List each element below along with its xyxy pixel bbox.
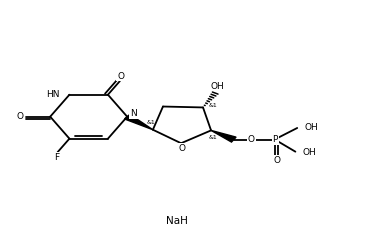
Text: &1: &1 bbox=[209, 135, 217, 140]
Text: &1: &1 bbox=[147, 120, 155, 125]
Text: F: F bbox=[54, 153, 59, 162]
Text: P: P bbox=[273, 135, 278, 144]
Text: O: O bbox=[16, 112, 23, 121]
Text: N: N bbox=[130, 109, 137, 118]
Text: OH: OH bbox=[305, 123, 318, 132]
Text: OH: OH bbox=[211, 82, 224, 91]
Text: OH: OH bbox=[303, 148, 316, 157]
Polygon shape bbox=[124, 114, 153, 130]
Text: &1: &1 bbox=[208, 104, 217, 108]
Text: O: O bbox=[178, 144, 185, 153]
Text: O: O bbox=[117, 72, 124, 81]
Text: NaH: NaH bbox=[166, 216, 188, 226]
Text: O: O bbox=[248, 135, 255, 144]
Text: HN: HN bbox=[46, 90, 59, 99]
Text: O: O bbox=[274, 156, 281, 165]
Polygon shape bbox=[211, 130, 236, 142]
